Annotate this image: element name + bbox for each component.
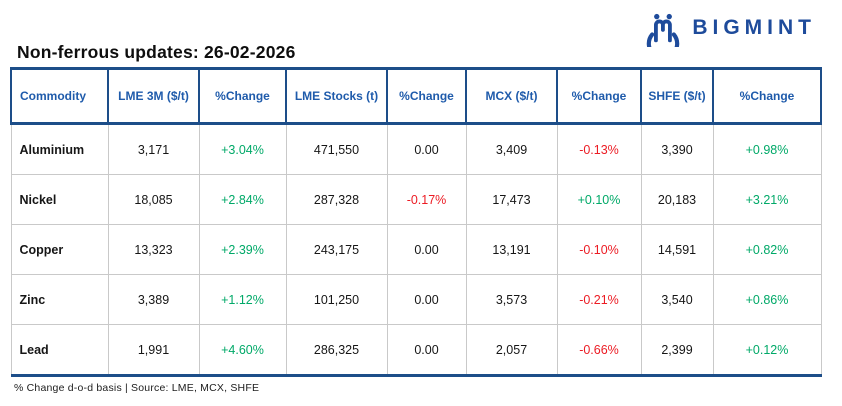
column-header: LME Stocks (t) <box>286 68 388 125</box>
table-body: Aluminium 3,171 +3.04% 471,550 0.00 3,409 -0.1… <box>10 123 822 376</box>
value-cell: +0.82% <box>713 224 822 275</box>
value-cell: +1.12% <box>199 274 287 325</box>
value-cell: +0.10% <box>557 174 642 225</box>
value-cell: 2,057 <box>466 324 558 376</box>
value-cell: 2,399 <box>641 324 714 376</box>
commodity-cell: Nickel <box>10 174 109 225</box>
table-header: Commodity LME 3M ($/t) %Change LME Stocks (… <box>10 68 822 125</box>
value-cell: +0.98% <box>713 123 822 175</box>
value-cell: 18,085 <box>108 174 200 225</box>
value-cell: 14,591 <box>641 224 714 275</box>
value-cell: +2.84% <box>199 174 287 225</box>
value-cell: 101,250 <box>286 274 388 325</box>
value-cell: 17,473 <box>466 174 558 225</box>
commodity-cell: Lead <box>10 324 109 376</box>
value-cell: +3.21% <box>713 174 822 225</box>
value-cell: 13,191 <box>466 224 558 275</box>
value-cell: 1,991 <box>108 324 200 376</box>
value-cell: 0.00 <box>387 324 467 376</box>
bigmint-logo: BIGMINT <box>643 7 816 47</box>
value-cell: 3,409 <box>466 123 558 175</box>
value-cell: 13,323 <box>108 224 200 275</box>
commodity-cell: Copper <box>10 224 109 275</box>
bigmint-owl-icon <box>647 11 680 47</box>
column-header: %Change <box>557 68 642 125</box>
table-row: Copper 13,323 +2.39% 243,175 0.00 13,191 -0.10… <box>10 224 822 275</box>
column-header: %Change <box>713 68 822 125</box>
value-cell: +4.60% <box>199 324 287 376</box>
value-cell: 3,573 <box>466 274 558 325</box>
commodity-cell: Aluminium <box>10 123 109 175</box>
column-header: LME 3M ($/t) <box>108 68 200 125</box>
brand-name: BIGMINT <box>692 15 816 39</box>
value-cell: 3,171 <box>108 123 200 175</box>
value-cell: -0.66% <box>557 324 642 376</box>
column-header: Commodity <box>10 68 109 125</box>
header-row: Commodity LME 3M ($/t) %Change LME Stocks (… <box>10 68 822 125</box>
value-cell: 287,328 <box>286 174 388 225</box>
table-row: Zinc 3,389 +1.12% 101,250 0.00 3,573 -0.21% 3,5… <box>10 274 822 325</box>
value-cell: 0.00 <box>387 274 467 325</box>
value-cell: 3,389 <box>108 274 200 325</box>
page-title: Non-ferrous updates: 26-02-2026 <box>17 42 296 62</box>
value-cell: +0.86% <box>713 274 822 325</box>
value-cell: 243,175 <box>286 224 388 275</box>
column-header: %Change <box>199 68 287 125</box>
value-cell: 20,183 <box>641 174 714 225</box>
value-cell: -0.10% <box>557 224 642 275</box>
value-cell: -0.21% <box>557 274 642 325</box>
commodity-cell: Zinc <box>10 274 109 325</box>
column-header: SHFE ($/t) <box>641 68 714 125</box>
value-cell: 471,550 <box>286 123 388 175</box>
value-cell: 3,540 <box>641 274 714 325</box>
value-cell: +2.39% <box>199 224 287 275</box>
table-row: Lead 1,991 +4.60% 286,325 0.00 2,057 -0.66% 2,3… <box>10 324 822 376</box>
value-cell: +0.12% <box>713 324 822 376</box>
value-cell: +3.04% <box>199 123 287 175</box>
value-cell: 286,325 <box>286 324 388 376</box>
column-header: MCX ($/t) <box>466 68 558 125</box>
non-ferrous-price-table: Commodity LME 3M ($/t) %Change LME Stocks (… <box>10 67 822 377</box>
column-header: %Change <box>387 68 467 125</box>
value-cell: -0.17% <box>387 174 467 225</box>
table-row: Aluminium 3,171 +3.04% 471,550 0.00 3,409 -0.1… <box>10 123 822 175</box>
value-cell: 0.00 <box>387 123 467 175</box>
value-cell: 3,390 <box>641 123 714 175</box>
table-row: Nickel 18,085 +2.84% 287,328 -0.17% 17,473 +0.… <box>10 174 822 225</box>
value-cell: -0.13% <box>557 123 642 175</box>
value-cell: 0.00 <box>387 224 467 275</box>
footnote: % Change d-o-d basis | Source: LME, MCX,… <box>14 382 260 394</box>
